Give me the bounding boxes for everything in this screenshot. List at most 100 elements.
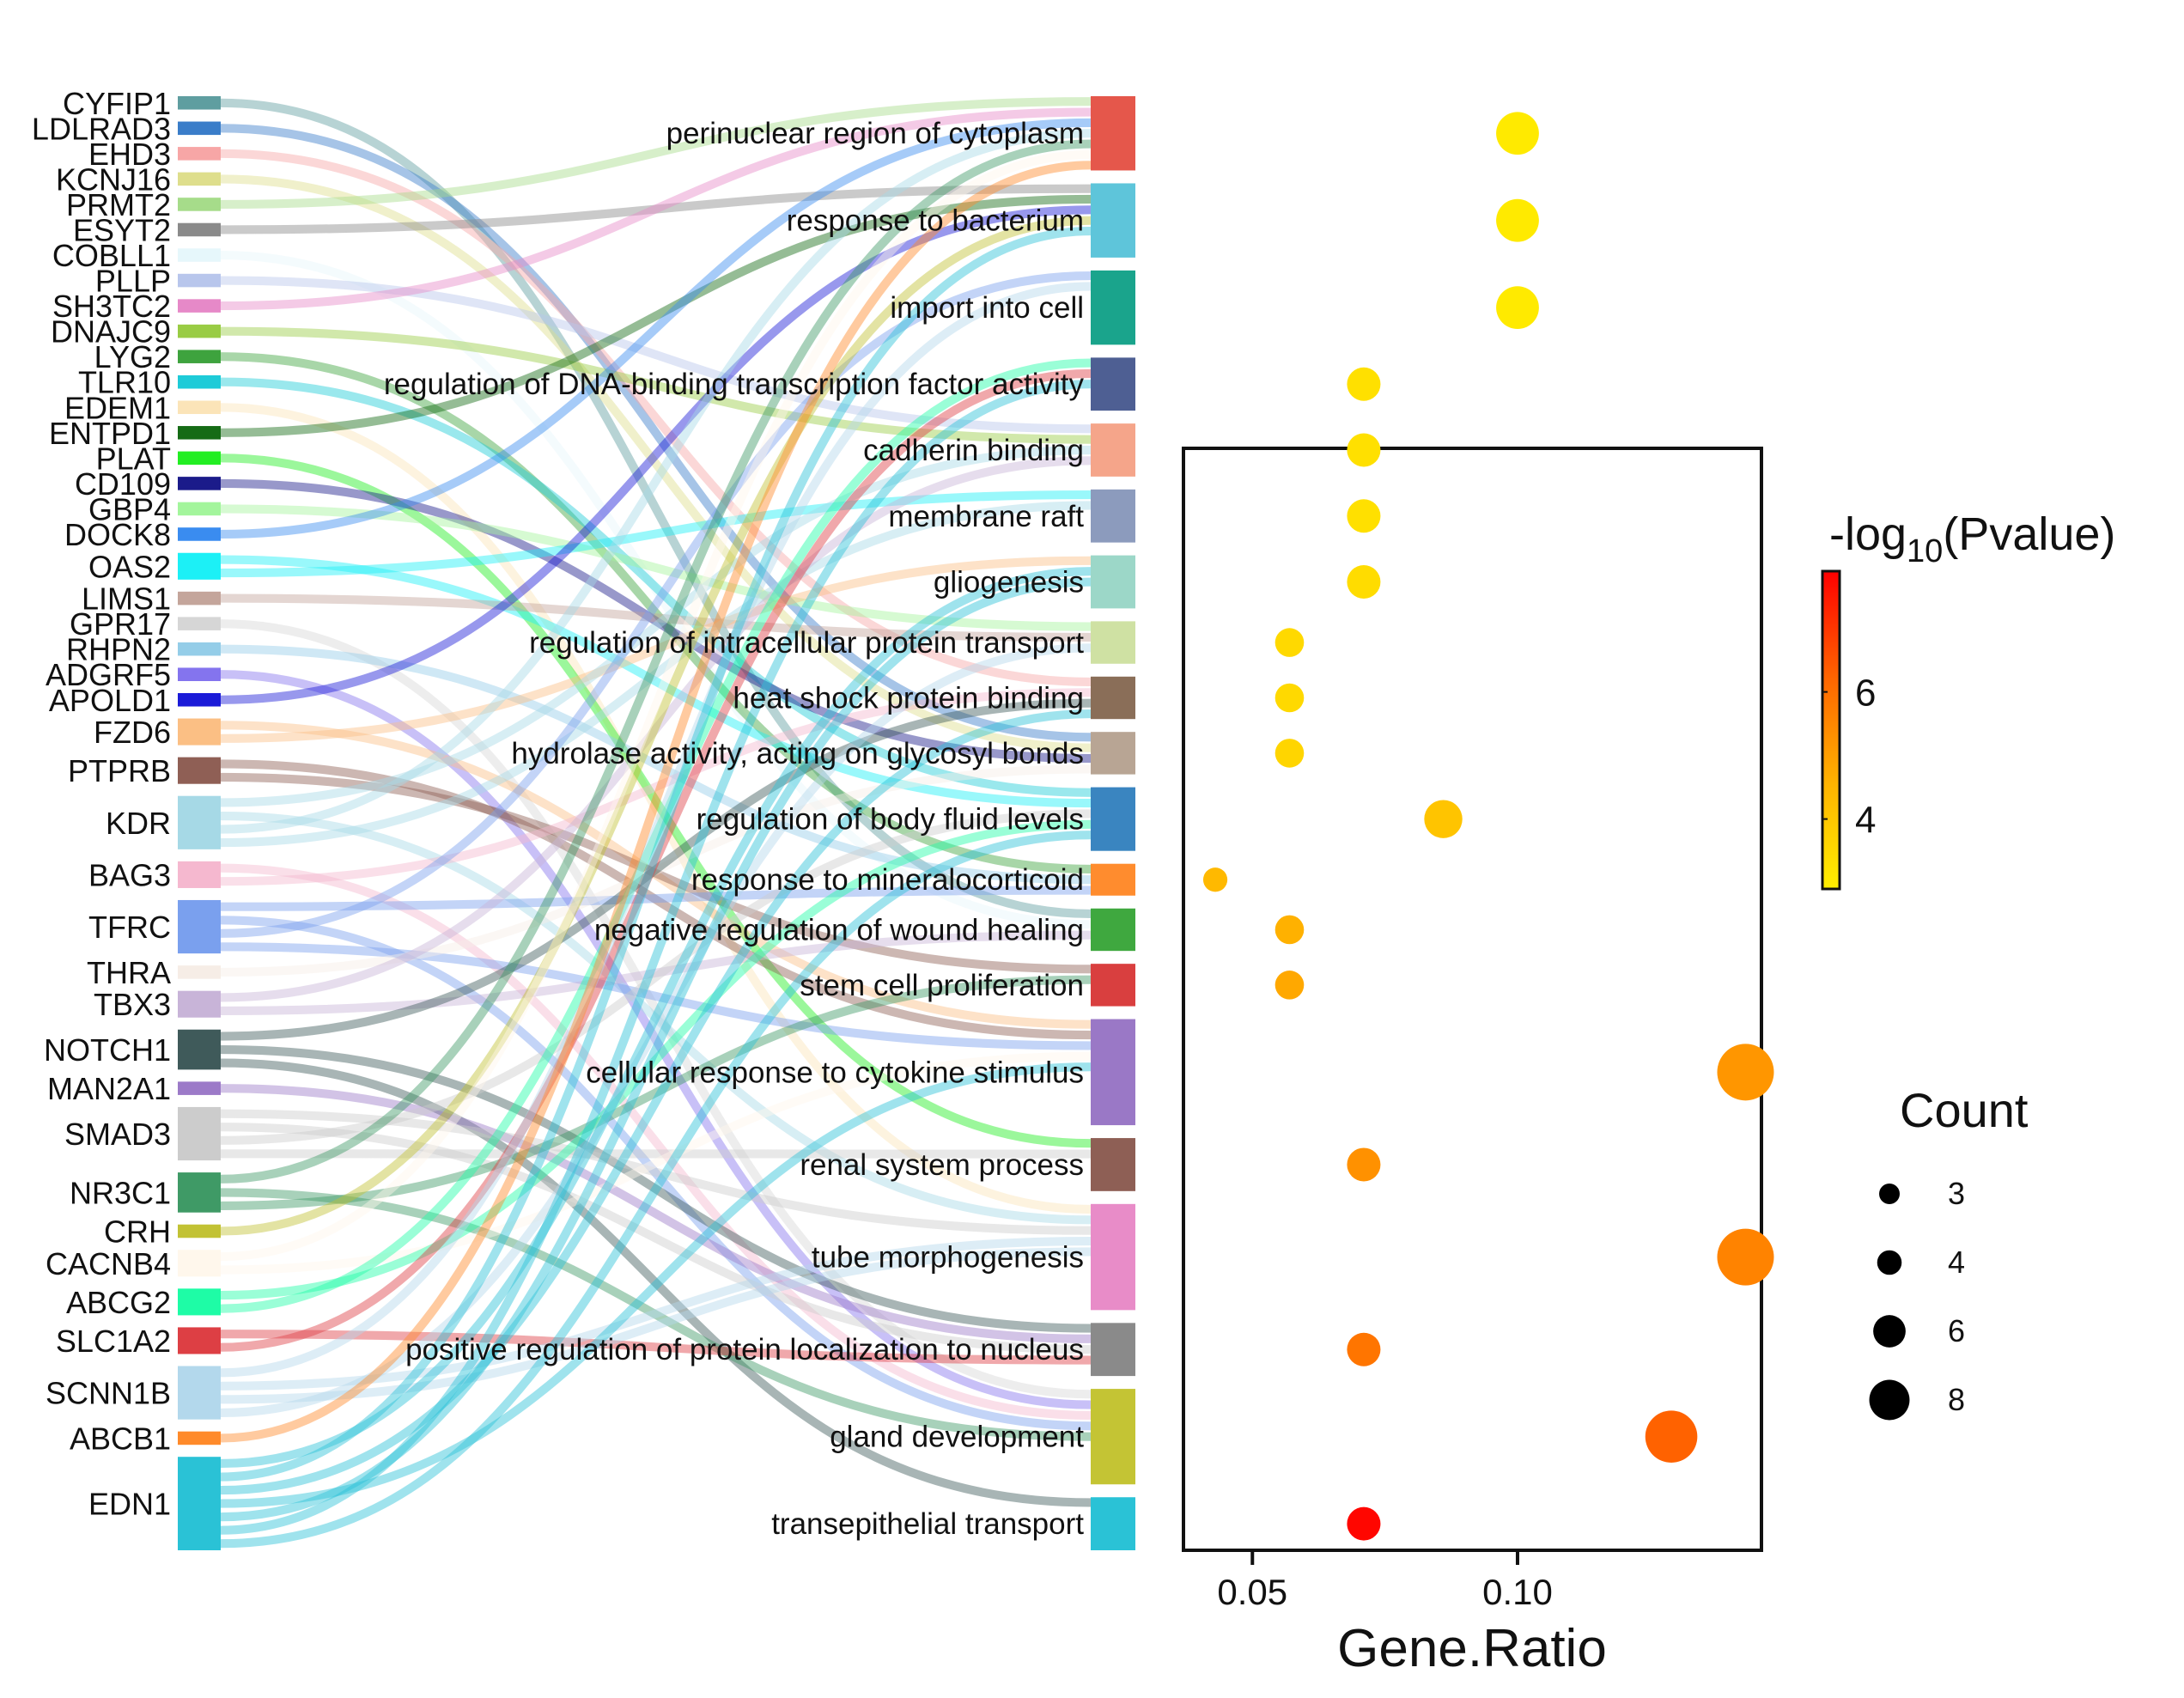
gene-node-adgrf5: ADGRF5 xyxy=(46,657,221,692)
gene-bar xyxy=(178,1457,221,1550)
link-bag3-to-gland-development xyxy=(220,863,1092,1421)
size-legend-label: 4 xyxy=(1948,1245,1965,1280)
link-man2a1-to-positive-regulation-of-protein-localization-to-nucleus xyxy=(220,1084,1092,1343)
gene-node-slc1a2: SLC1A2 xyxy=(56,1324,221,1359)
term-node-negative-regulation-of-wound-healing: negative regulation of wound healing xyxy=(594,908,1135,952)
sankey-links xyxy=(220,97,1092,1549)
term-node-perinuclear-region-of-cytoplasm: perinuclear region of cytoplasm xyxy=(666,96,1135,171)
link-cyfip1-to-negative-regulation-of-wound-healing xyxy=(220,98,1092,918)
dot-stem-cell-proliferation xyxy=(1275,971,1305,1000)
link-oas2-to-membrane-raft xyxy=(220,490,1092,578)
gene-bar xyxy=(178,552,221,580)
dot-gland-development xyxy=(1645,1410,1698,1463)
colorbar-tick-label: 4 xyxy=(1855,800,1876,842)
link-plat-to-renal-system-process xyxy=(220,453,1092,1148)
link-nr3c1-to-gland-development xyxy=(220,1188,1092,1441)
size-legend-entries: 3 4 6 8 xyxy=(1869,1176,1965,1421)
size-legend-dot xyxy=(1877,1250,1902,1275)
dot-cellular-response-to-cytokine-stimulus xyxy=(1717,1044,1774,1101)
link-kdr-to-cadherin-binding xyxy=(220,445,1092,807)
size-legend-dot xyxy=(1869,1379,1910,1421)
x-axis-label: Gene.Ratio xyxy=(1337,1619,1607,1678)
gene-bar xyxy=(178,667,221,681)
size-legend-label: 3 xyxy=(1948,1176,1965,1211)
link-prmt2-to-perinuclear-region-of-cytoplasm xyxy=(220,97,1092,210)
gene-label: ADGRF5 xyxy=(46,657,171,692)
link-nr3c1-to-stem-cell-proliferation xyxy=(220,975,1092,1211)
gene-label: CRH xyxy=(104,1214,171,1249)
term-bar xyxy=(1091,1497,1135,1550)
gene-bar xyxy=(178,502,221,516)
gene-node-tbx3: TBX3 xyxy=(94,987,221,1022)
term-bar xyxy=(1091,1203,1135,1311)
gene-node-kcnj16: KCNJ16 xyxy=(56,161,221,197)
term-node-gland-development: gland development xyxy=(830,1389,1135,1485)
gene-node-tlr10: TLR10 xyxy=(78,365,221,400)
gene-label: PTPRB xyxy=(68,753,171,788)
link-ptprb-to-stem-cell-proliferation xyxy=(220,772,1092,974)
gene-label: LYG2 xyxy=(94,339,171,374)
dot-renal-system-process xyxy=(1347,1147,1381,1182)
gene-label: MAN2A1 xyxy=(47,1071,171,1106)
x-tick-label: 0.05 xyxy=(1217,1572,1287,1612)
gene-bar xyxy=(178,718,221,746)
gene-node-sh3tc2: SH3TC2 xyxy=(52,289,221,324)
gene-node-bag3: BAG3 xyxy=(88,857,221,892)
link-edn1-to-regulation-of-body-fluid-levels xyxy=(220,831,1092,1549)
gene-node-entpd1: ENTPD1 xyxy=(49,416,221,451)
link-sh3tc2-to-perinuclear-region-of-cytoplasm xyxy=(220,107,1092,311)
gene-label: SH3TC2 xyxy=(52,289,171,324)
colorbar-title: -log10(Pvalue) xyxy=(1829,508,2115,569)
term-bar xyxy=(1091,863,1135,896)
gene-node-prmt2: PRMT2 xyxy=(66,187,221,222)
gene-node-dock8: DOCK8 xyxy=(64,517,221,552)
gene-node-scnn1b: SCNN1B xyxy=(46,1366,221,1420)
term-node-positive-regulation-of-protein-localization-to-nucleus: positive regulation of protein localizat… xyxy=(405,1323,1135,1377)
colorbar-ticks: 46 xyxy=(1822,673,1876,842)
term-node-hydrolase-activity-acting-on-glycosyl-bonds: hydrolase activity, acting on glycosyl b… xyxy=(511,732,1135,775)
term-bar xyxy=(1091,555,1135,609)
link-tfrc-to-cellular-response-to-cytokine-stimulus xyxy=(220,942,1092,1050)
link-edn1-to-regulation-of-dna-binding-transcription-factor-activity xyxy=(220,380,1092,1535)
link-notch1-to-transepithelial-transport xyxy=(220,1058,1092,1507)
link-lims1-to-regulation-of-intracellular-protein-transport xyxy=(220,593,1092,642)
term-node-regulation-of-body-fluid-levels: regulation of body fluid levels xyxy=(697,787,1135,851)
gene-label: GBP4 xyxy=(88,491,171,526)
link-edem1-to-tube-morphogenesis xyxy=(220,403,1092,1214)
gene-bar xyxy=(178,121,221,136)
term-label: heat shock protein binding xyxy=(733,681,1084,715)
dot-negative-regulation-of-wound-healing xyxy=(1275,915,1305,945)
gene-label: THRA xyxy=(87,955,171,990)
sankey-diagram: CYFIP1LDLRAD3EHD3KCNJ16PRMT2ESYT2COBLL1P… xyxy=(32,86,1135,1550)
gene-label: DNAJC9 xyxy=(51,314,171,350)
gene-label: PLAT xyxy=(96,441,171,476)
link-kcnj16-to-hydrolase-activity-acting-on-glycosyl-bonds xyxy=(220,174,1092,752)
gene-node-cacnb4: CACNB4 xyxy=(46,1246,221,1281)
term-bar xyxy=(1091,964,1135,1007)
gene-label: EDEM1 xyxy=(64,390,171,425)
term-label: import into cell xyxy=(890,291,1084,325)
gene-label: CACNB4 xyxy=(46,1246,171,1281)
gene-bar xyxy=(178,350,221,363)
gene-label: SMAD3 xyxy=(64,1117,171,1152)
dot-positive-regulation-of-protein-localization-to-nucleus xyxy=(1347,1332,1381,1366)
gene-label: SCNN1B xyxy=(46,1376,171,1411)
link-apold1-to-response-to-bacterium xyxy=(220,205,1092,704)
size-legend-entry: 3 xyxy=(1879,1176,1965,1211)
gene-label: TFRC xyxy=(88,910,171,945)
gene-node-thra: THRA xyxy=(87,955,221,990)
gene-bar xyxy=(178,374,221,389)
gene-node-abcb1: ABCB1 xyxy=(70,1421,221,1456)
link-ptprb-to-cellular-response-to-cytokine-stimulus xyxy=(220,759,1092,1040)
link-scnn1b-to-regulation-of-intracellular-protein-transport xyxy=(220,643,1092,1417)
gene-node-esyt2: ESYT2 xyxy=(73,212,221,247)
link-oas2-to-regulation-of-body-fluid-levels xyxy=(220,555,1092,808)
gene-node-man2a1: MAN2A1 xyxy=(47,1071,221,1106)
x-tick-label: 0.10 xyxy=(1482,1572,1553,1612)
link-scnn1b-to-tube-morphogenesis xyxy=(220,1247,1092,1404)
link-edn1-to-cellular-response-to-cytokine-stimulus xyxy=(220,1062,1092,1508)
term-bar xyxy=(1091,357,1135,411)
colorbar-legend: -log10(Pvalue) 46 xyxy=(1821,508,2115,891)
gene-bar xyxy=(178,861,221,888)
term-bar xyxy=(1091,1138,1135,1191)
